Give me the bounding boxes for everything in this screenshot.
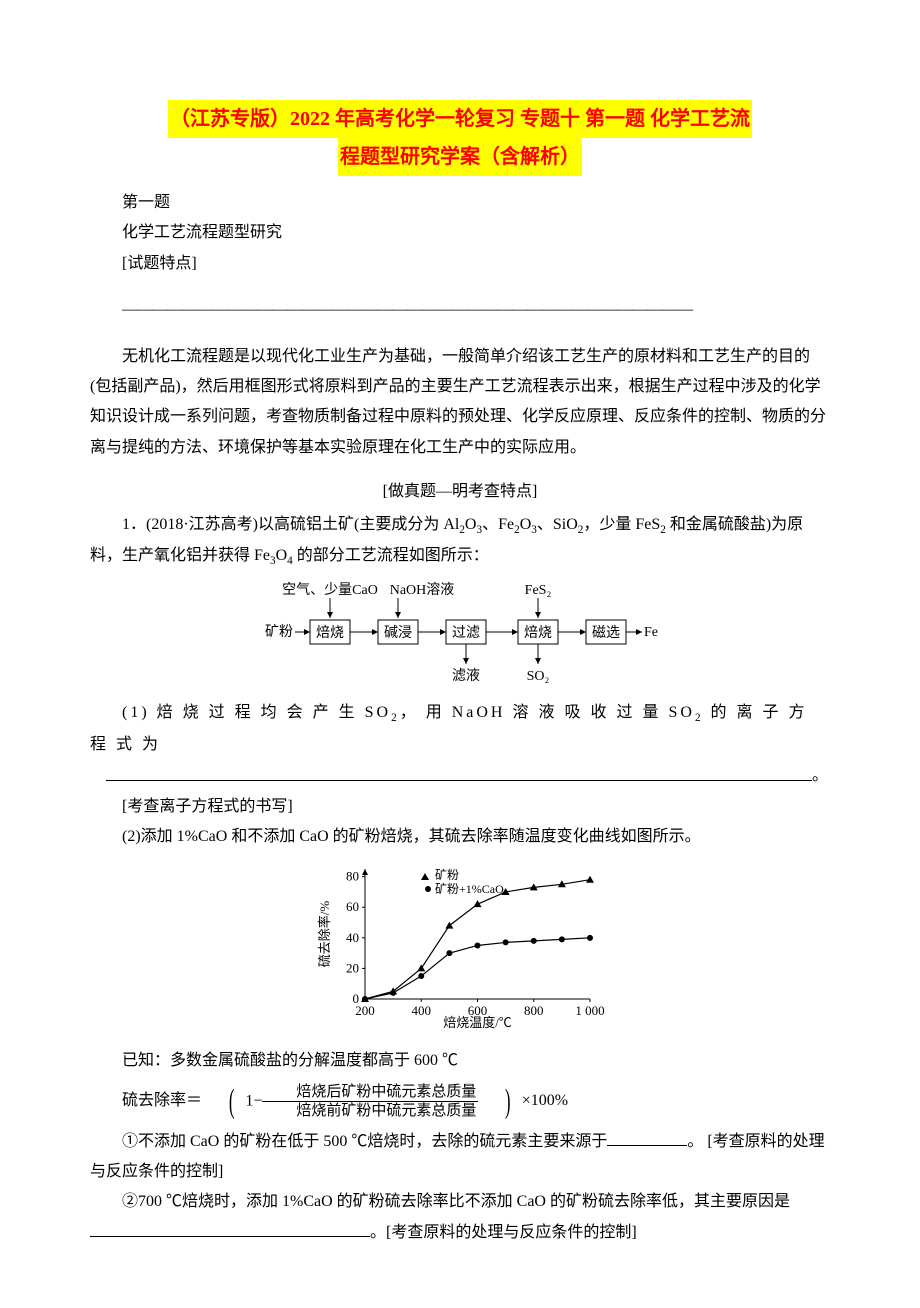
header-l3: [试题特点] bbox=[90, 249, 830, 279]
q11-a: (1) 焙 烧 过 程 均 会 产 生 SO bbox=[122, 704, 391, 721]
q1-text-d: ，少量 FeS bbox=[583, 516, 660, 533]
flow-end: Fe bbox=[644, 625, 658, 640]
formula-num: 焙烧后矿粉中硫元素总质量 bbox=[262, 1083, 478, 1102]
known-text: 已知：多数金属硫酸盐的分解温度都高于 600 ℃ bbox=[90, 1046, 830, 1076]
flow-bot1: 滤液 bbox=[452, 668, 480, 684]
question-1-stem: 1．(2018·江苏高考)以高硫铝土矿(主要成分为 Al2O3、Fe2O3、Si… bbox=[90, 510, 830, 573]
divider-line: —————————————————————————————————————— bbox=[90, 295, 830, 325]
q1-text-c: 、SiO bbox=[537, 516, 578, 533]
q11-b: ， 用 NaOH 溶 液 吸 收 过 量 SO bbox=[400, 704, 695, 721]
svg-text:硫去除率/%: 硫去除率/% bbox=[317, 900, 332, 967]
formula-line: 硫去除率＝(1−焙烧后矿粉中硫元素总质量焙烧前矿粉中硫元素总质量)×100% bbox=[90, 1080, 830, 1122]
sub1-a: ①不添加 CaO 的矿粉在低于 500 ℃焙烧时，去除的硫元素主要来源于 bbox=[122, 1133, 607, 1150]
svg-text:40: 40 bbox=[346, 929, 359, 944]
svg-text:400: 400 bbox=[412, 1003, 432, 1018]
blank-input-2 bbox=[90, 1220, 370, 1237]
flow-box4: 焙烧 bbox=[524, 625, 552, 641]
title-line-1: （江苏专版）2022 年高考化学一轮复习 专题十 第一题 化学工艺流 bbox=[168, 100, 752, 138]
flow-box2: 碱浸 bbox=[384, 625, 412, 641]
flow-diagram: 空气、少量CaO NaOH溶液 FeS₂ 矿粉 焙烧 碱浸 过滤 焙烧 bbox=[260, 580, 660, 690]
q1-text-b: 、Fe bbox=[482, 516, 514, 533]
q11-note: [考查离子方程式的书写] bbox=[90, 792, 830, 822]
svg-text:焙烧温度/℃: 焙烧温度/℃ bbox=[443, 1015, 512, 1029]
intro-paragraph: 无机化工流程题是以现代化工业生产为基础，一般简单介绍该工艺生产的原材料和工艺生产… bbox=[90, 342, 830, 464]
svg-text:矿粉+1%CaO: 矿粉+1%CaO bbox=[435, 882, 504, 896]
blank-input-1 bbox=[607, 1129, 687, 1146]
q1-text-a: 1．(2018·江苏高考)以高硫铝土矿(主要成分为 Al bbox=[122, 516, 459, 533]
svg-text:200: 200 bbox=[355, 1003, 375, 1018]
svg-text:800: 800 bbox=[524, 1003, 544, 1018]
title-line-2: 程题型研究学案（含解析） bbox=[338, 138, 582, 176]
flow-box1: 焙烧 bbox=[316, 625, 344, 641]
question-1-2: (2)添加 1%CaO 和不添加 CaO 的矿粉焙烧，其硫去除率随温度变化曲线如… bbox=[90, 822, 830, 852]
formula-tail: ×100% bbox=[522, 1092, 568, 1109]
formula-den: 焙烧前矿粉中硫元素总质量 bbox=[262, 1102, 478, 1120]
flow-top3: FeS₂ bbox=[525, 583, 552, 598]
sulfur-removal-chart: 0204060802004006008001 000矿粉矿粉+1%CaO硫去除率… bbox=[315, 859, 605, 1040]
svg-text:20: 20 bbox=[346, 960, 359, 975]
formula-fraction: 焙烧后矿粉中硫元素总质量焙烧前矿粉中硫元素总质量 bbox=[262, 1083, 478, 1120]
flow-start: 矿粉 bbox=[265, 624, 293, 640]
answer-blank-line: 。 bbox=[90, 760, 830, 792]
sub2-a: ②700 ℃焙烧时，添加 1%CaO 的矿粉硫去除率比不添加 CaO 的矿粉硫去… bbox=[122, 1193, 790, 1210]
flow-bot2: SO₂ bbox=[527, 669, 550, 684]
flow-top1: 空气、少量CaO bbox=[282, 582, 378, 598]
flow-box5: 磁选 bbox=[592, 625, 620, 641]
sub-question-2: ②700 ℃焙烧时，添加 1%CaO 的矿粉硫去除率比不添加 CaO 的矿粉硫去… bbox=[90, 1187, 830, 1248]
svg-text:80: 80 bbox=[346, 868, 359, 883]
svg-text:60: 60 bbox=[346, 899, 359, 914]
q1-text-f: 的部分工艺流程如图所示： bbox=[293, 547, 489, 564]
svg-text:矿粉: 矿粉 bbox=[435, 868, 459, 882]
header-l1: 第一题 bbox=[90, 188, 830, 218]
sub2-b: 。[考查原料的处理与反应条件的控制] bbox=[370, 1224, 637, 1241]
svg-text:1 000: 1 000 bbox=[575, 1003, 604, 1018]
question-1-1: (1) 焙 烧 过 程 均 会 产 生 SO2， 用 NaOH 溶 液 吸 收 … bbox=[90, 698, 830, 760]
formula-lead: 硫去除率＝ bbox=[122, 1092, 202, 1109]
flow-top2: NaOH溶液 bbox=[390, 582, 455, 598]
flow-box3: 过滤 bbox=[452, 625, 480, 641]
formula-one: 1− bbox=[245, 1093, 262, 1110]
header-l2: 化学工艺流程题型研究 bbox=[90, 218, 830, 248]
sub-question-1: ①不添加 CaO 的矿粉在低于 500 ℃焙烧时，去除的硫元素主要来源于。 [考… bbox=[90, 1127, 830, 1188]
section-heading: [做真题—明考查特点] bbox=[90, 477, 830, 507]
